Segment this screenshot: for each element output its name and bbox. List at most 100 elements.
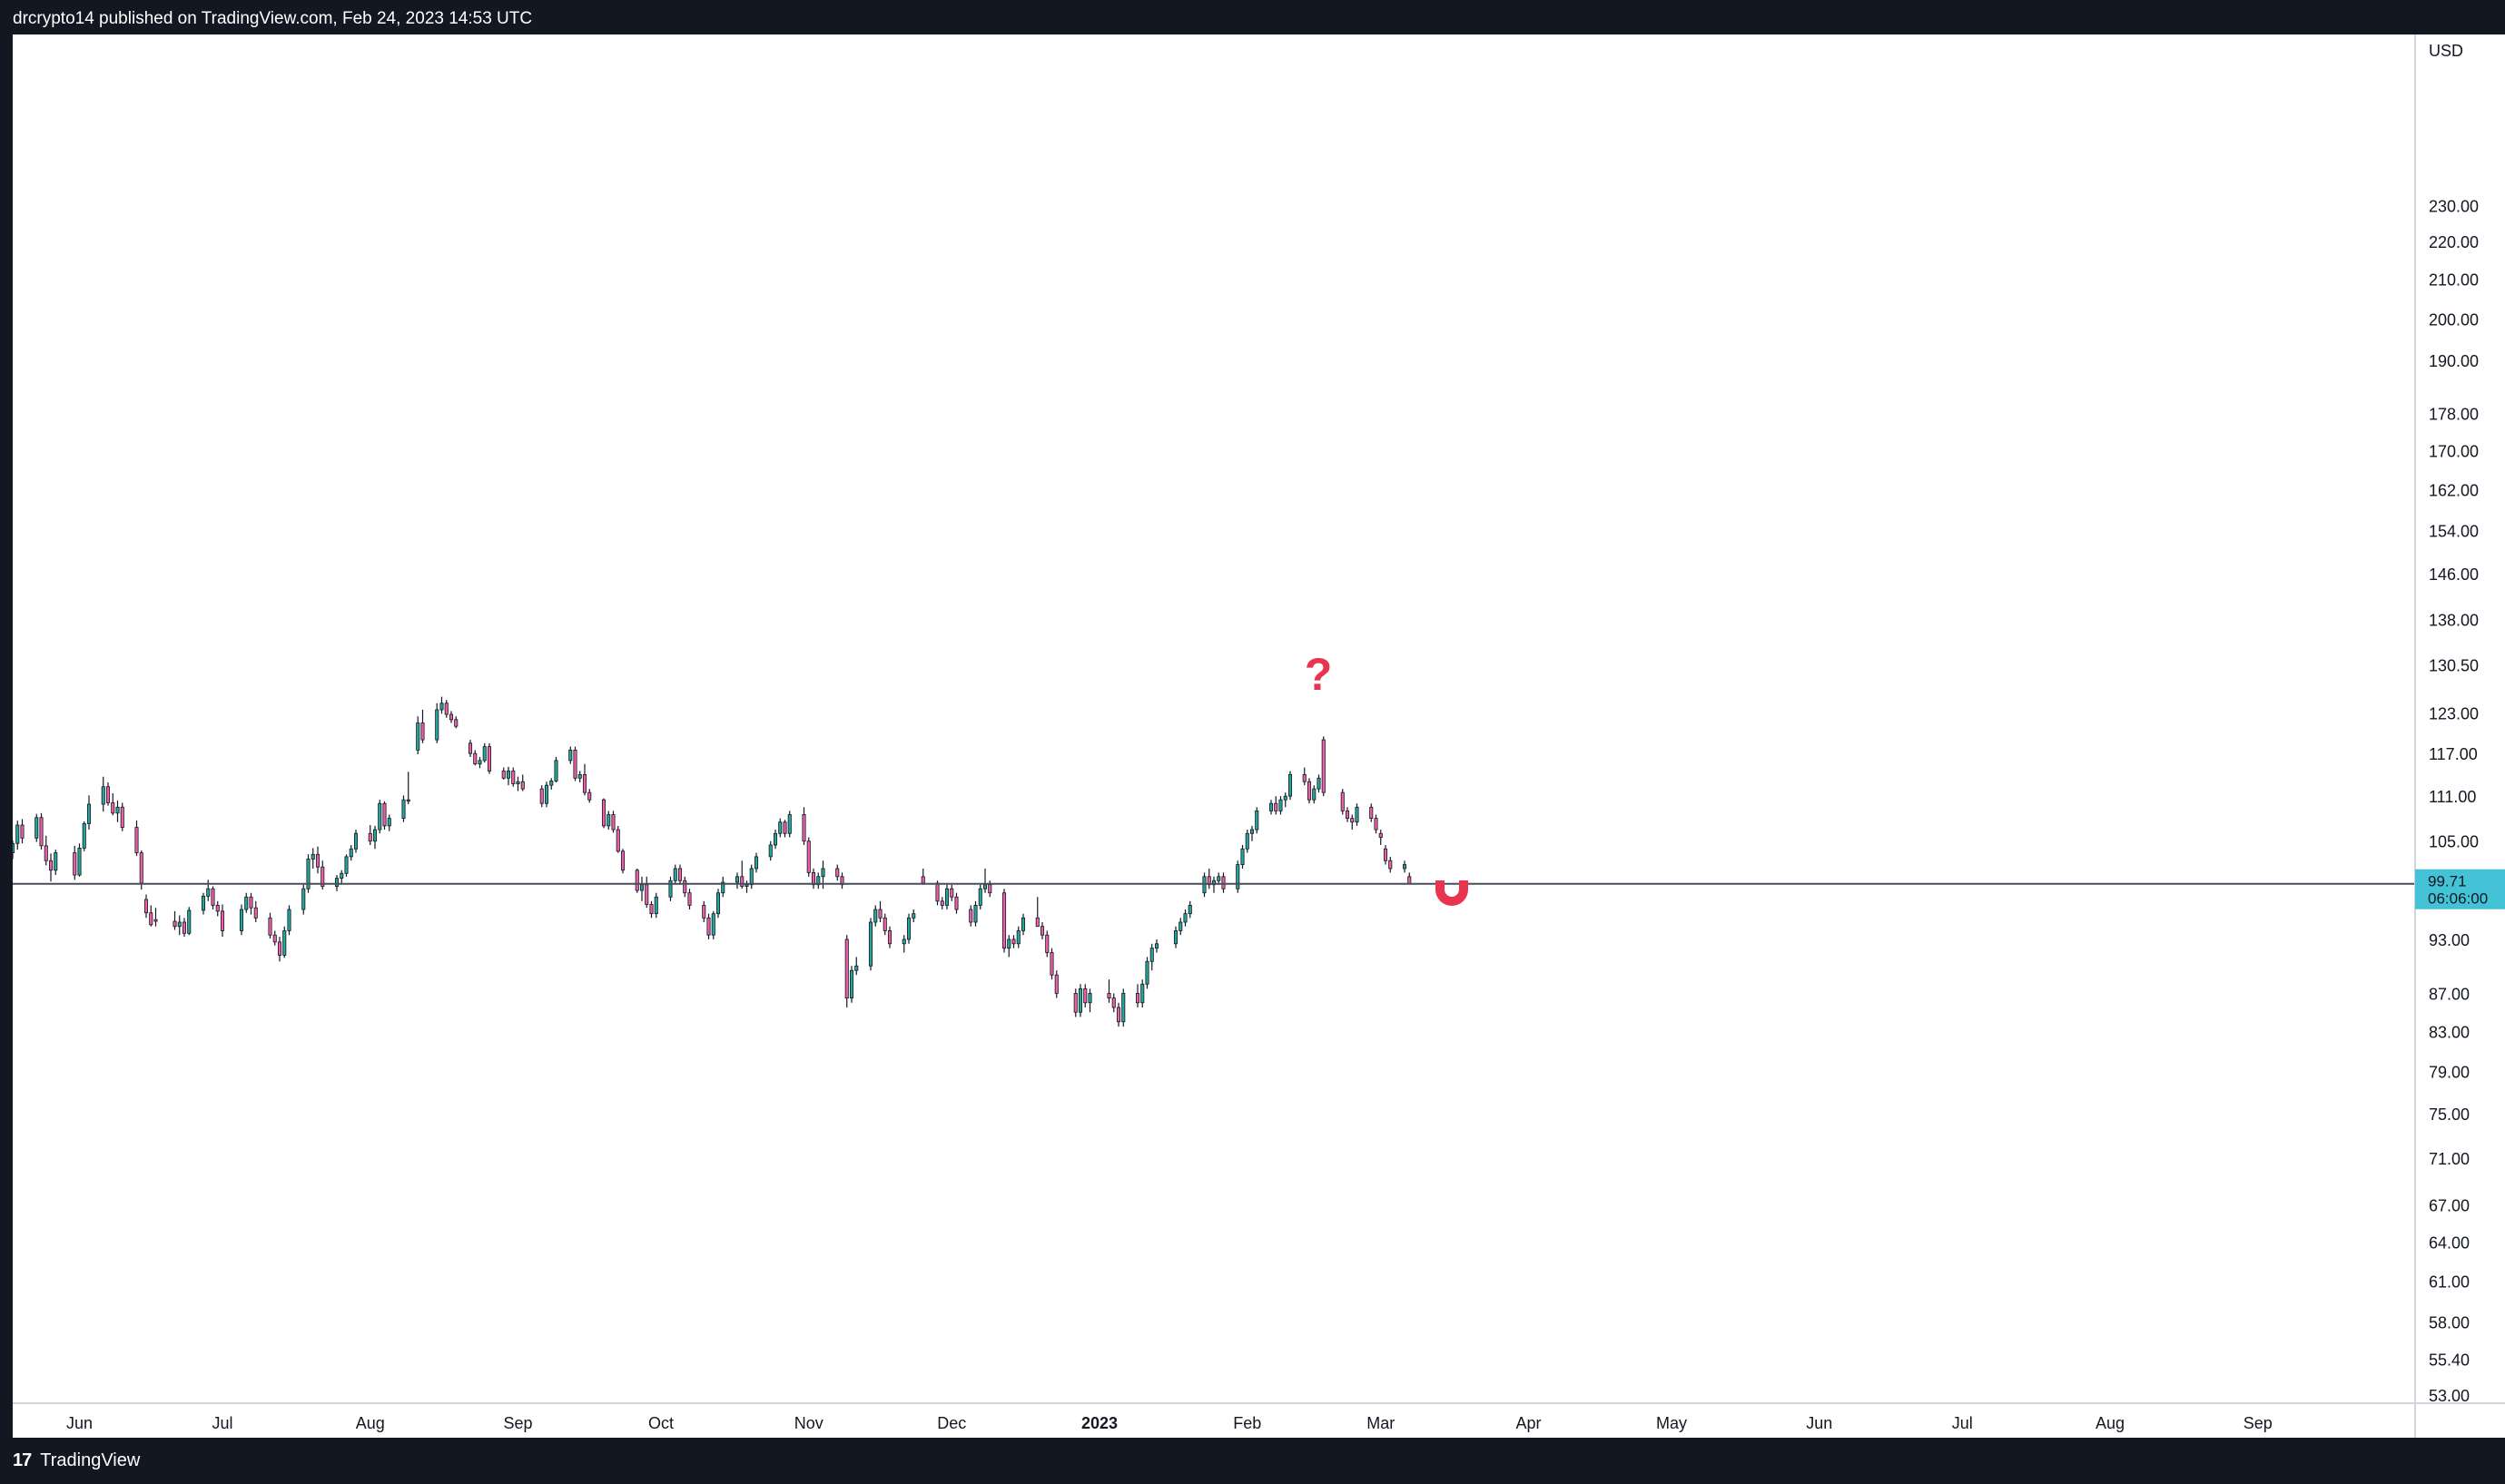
- candle[interactable]: [1207, 868, 1211, 889]
- candle[interactable]: [1078, 984, 1083, 1017]
- candle[interactable]: [1021, 913, 1026, 936]
- candle[interactable]: [353, 830, 359, 853]
- candle[interactable]: [568, 746, 573, 764]
- candle[interactable]: [244, 892, 249, 913]
- candle[interactable]: [835, 864, 840, 881]
- candle[interactable]: [1274, 796, 1278, 815]
- candle[interactable]: [1217, 872, 1221, 885]
- candle[interactable]: [1317, 774, 1321, 793]
- candle[interactable]: [969, 905, 973, 927]
- candle[interactable]: [372, 825, 378, 850]
- candle[interactable]: [1287, 771, 1293, 801]
- candle[interactable]: [1035, 897, 1040, 928]
- candle[interactable]: [344, 854, 349, 877]
- candle[interactable]: [215, 900, 220, 917]
- candle[interactable]: [645, 876, 649, 909]
- candle[interactable]: [416, 716, 420, 754]
- candle[interactable]: [73, 845, 77, 880]
- candle[interactable]: [516, 776, 520, 791]
- candle[interactable]: [349, 844, 353, 861]
- candle[interactable]: [1179, 918, 1183, 936]
- candle[interactable]: [706, 913, 711, 939]
- candle[interactable]: [1188, 900, 1192, 919]
- candle[interactable]: [54, 850, 58, 876]
- candle[interactable]: [520, 774, 525, 791]
- candle[interactable]: [1083, 984, 1088, 1007]
- candle[interactable]: [482, 742, 487, 763]
- candle[interactable]: [382, 801, 387, 830]
- candle[interactable]: [1116, 1002, 1121, 1027]
- candle[interactable]: [973, 900, 978, 927]
- candle[interactable]: [1307, 778, 1312, 804]
- candle[interactable]: [20, 819, 25, 844]
- candle[interactable]: [1345, 807, 1350, 822]
- candle[interactable]: [1369, 803, 1374, 822]
- candle[interactable]: [487, 742, 492, 774]
- candle[interactable]: [1088, 988, 1092, 1013]
- question-mark-annotation[interactable]: ?: [1305, 649, 1333, 700]
- candle[interactable]: [1245, 830, 1249, 853]
- candle[interactable]: [406, 771, 410, 805]
- candle[interactable]: [887, 926, 893, 948]
- candle[interactable]: [811, 868, 816, 889]
- candle[interactable]: [1121, 988, 1126, 1027]
- candle[interactable]: [754, 852, 759, 873]
- candle[interactable]: [577, 771, 582, 783]
- candle[interactable]: [420, 709, 425, 743]
- candle[interactable]: [673, 864, 677, 885]
- candle[interactable]: [149, 905, 153, 927]
- candle[interactable]: [539, 785, 544, 808]
- candle[interactable]: [1211, 876, 1217, 893]
- candle[interactable]: [39, 812, 44, 850]
- candle[interactable]: [282, 926, 287, 958]
- candle[interactable]: [711, 910, 715, 939]
- candle[interactable]: [1111, 993, 1116, 1013]
- candle[interactable]: [1402, 860, 1407, 873]
- candle[interactable]: [912, 909, 916, 922]
- candle[interactable]: [802, 807, 806, 845]
- candle[interactable]: [544, 781, 549, 808]
- price-chart[interactable]: USD 53.00 55.40 58.00 61.00 64.00 67.00 71.00 7…: [13, 34, 2505, 1438]
- candle[interactable]: [444, 700, 449, 718]
- candle[interactable]: [306, 854, 311, 893]
- candle[interactable]: [86, 795, 92, 830]
- candle[interactable]: [649, 900, 654, 919]
- candle[interactable]: [311, 848, 315, 869]
- candle[interactable]: [1283, 792, 1287, 808]
- candle[interactable]: [435, 703, 439, 743]
- candle[interactable]: [687, 889, 692, 910]
- candle[interactable]: [378, 800, 382, 834]
- candle[interactable]: [101, 776, 105, 812]
- candle[interactable]: [607, 811, 611, 830]
- candle[interactable]: [654, 892, 658, 919]
- candle[interactable]: [1140, 979, 1145, 1007]
- candle[interactable]: [268, 912, 272, 939]
- candle[interactable]: [177, 915, 182, 936]
- candle[interactable]: [301, 884, 306, 915]
- candle[interactable]: [13, 840, 15, 860]
- candle[interactable]: [143, 894, 149, 919]
- candle[interactable]: [211, 886, 215, 910]
- candle[interactable]: [702, 900, 706, 922]
- candle[interactable]: [954, 892, 959, 914]
- candle[interactable]: [745, 880, 749, 893]
- candle[interactable]: [549, 778, 554, 790]
- price-axis[interactable]: 53.00 55.40 58.00 61.00 64.00 67.00 71.00 75.00…: [2429, 197, 2479, 1405]
- candle[interactable]: [982, 868, 988, 893]
- candle[interactable]: [468, 740, 473, 758]
- magnet-icon[interactable]: [1435, 880, 1468, 906]
- candle[interactable]: [44, 835, 48, 866]
- candle[interactable]: [783, 820, 787, 838]
- candle[interactable]: [1202, 872, 1207, 898]
- candle[interactable]: [668, 876, 673, 901]
- candle[interactable]: [587, 789, 592, 803]
- candle[interactable]: [816, 872, 821, 889]
- candle[interactable]: [120, 802, 124, 831]
- candle[interactable]: [849, 966, 854, 1003]
- candle[interactable]: [1145, 957, 1149, 989]
- candle[interactable]: [1374, 814, 1378, 834]
- candle[interactable]: [253, 900, 258, 922]
- tradingview-logo-icon[interactable]: 17: [13, 1450, 32, 1470]
- candle[interactable]: [287, 905, 291, 936]
- candle[interactable]: [768, 840, 773, 861]
